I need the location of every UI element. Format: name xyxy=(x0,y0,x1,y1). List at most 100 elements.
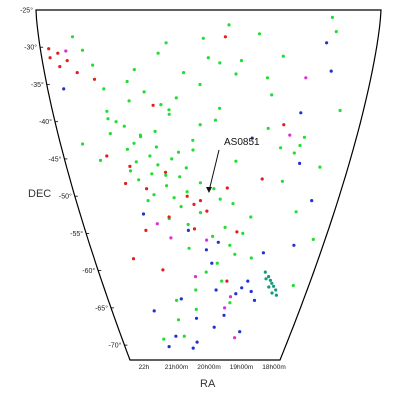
data-point-blue xyxy=(249,289,253,294)
data-point-red xyxy=(185,194,189,198)
data-point-red xyxy=(225,279,229,283)
data-point-green xyxy=(292,151,296,155)
x-axis-label: RA xyxy=(200,378,216,390)
data-point-green xyxy=(175,298,179,302)
data-point-green xyxy=(212,187,216,191)
data-point-green xyxy=(176,318,181,322)
data-point-green xyxy=(194,307,198,311)
data-point-green xyxy=(182,71,186,75)
data-point-red xyxy=(92,77,97,81)
data-point-teal xyxy=(263,270,267,274)
data-point-blue xyxy=(298,161,302,165)
data-point-green xyxy=(122,124,126,128)
data-point-blue xyxy=(250,136,254,140)
data-point-red xyxy=(163,170,168,174)
data-point-green xyxy=(334,30,338,34)
data-point-green xyxy=(213,118,218,122)
data-point-magenta xyxy=(205,238,209,242)
data-point-green xyxy=(182,334,186,338)
data-point-blue xyxy=(214,288,218,292)
data-point-green xyxy=(191,138,195,142)
ra-tick-label: 20h00m xyxy=(197,364,221,371)
data-point-blue xyxy=(62,87,66,91)
data-point-blue xyxy=(179,297,183,301)
dec-tick-label: -40° xyxy=(39,118,52,126)
data-point-green xyxy=(108,132,112,136)
data-point-red xyxy=(205,209,209,213)
data-point-green xyxy=(91,63,95,67)
data-point-green xyxy=(127,99,131,103)
dec-tick-label: -55° xyxy=(70,230,83,238)
data-point-green xyxy=(239,59,244,63)
data-point-blue xyxy=(141,212,146,216)
data-point-green xyxy=(186,222,190,227)
data-point-blue xyxy=(292,243,296,247)
data-point-magenta xyxy=(304,76,308,80)
data-point-green xyxy=(302,135,306,139)
data-point-green xyxy=(167,112,171,116)
data-point-green xyxy=(179,205,183,209)
annotation-arrow-head xyxy=(206,187,212,193)
data-point-green xyxy=(270,93,274,97)
data-point-red xyxy=(128,164,132,168)
data-point-green xyxy=(198,82,202,87)
data-point-teal xyxy=(272,284,276,288)
data-point-green xyxy=(134,160,138,164)
data-point-red xyxy=(105,154,109,158)
data-point-blue xyxy=(212,325,216,329)
data-point-green xyxy=(137,178,141,182)
data-point-green xyxy=(170,157,174,161)
data-point-green xyxy=(105,109,109,113)
data-point-green xyxy=(80,48,85,52)
data-point-green xyxy=(228,243,232,247)
data-point-red xyxy=(235,230,239,234)
dec-tick-labels: -25° -30° -35° -40° -45° -50° -55° -60° -65° -70° xyxy=(20,7,128,350)
data-point-blue xyxy=(325,41,329,45)
data-point-blue xyxy=(329,69,333,73)
data-point-blue xyxy=(195,340,199,344)
data-point-blue xyxy=(261,251,265,255)
data-point-green xyxy=(125,147,129,151)
data-point-green xyxy=(318,165,322,169)
data-point-green xyxy=(138,133,142,137)
data-point-green xyxy=(114,120,118,124)
data-point-green xyxy=(241,231,245,235)
data-point-red xyxy=(131,257,136,261)
data-point-blue xyxy=(238,330,242,334)
data-point-green xyxy=(128,169,133,173)
data-point-green xyxy=(132,141,136,145)
data-point-blue xyxy=(252,298,257,302)
annotation-arrow-line xyxy=(208,149,220,192)
data-point-red xyxy=(161,268,165,272)
data-point-green xyxy=(234,72,238,76)
dec-tick-label: -65° xyxy=(95,304,108,312)
data-point-red xyxy=(144,228,148,232)
data-point-green xyxy=(311,237,315,241)
data-point-green xyxy=(279,146,283,150)
data-point-green xyxy=(281,54,285,58)
data-point-green xyxy=(231,202,235,206)
data-point-teal xyxy=(267,285,271,289)
data-point-green xyxy=(218,197,222,201)
data-points xyxy=(47,15,342,350)
data-point-red xyxy=(47,47,51,51)
data-point-green xyxy=(153,129,157,133)
annotation-label: AS0851 xyxy=(224,137,260,148)
data-point-green xyxy=(218,106,222,110)
data-point-green xyxy=(185,190,189,194)
dec-tick-label: -30° xyxy=(24,44,37,52)
data-point-red xyxy=(260,177,264,181)
data-point-blue xyxy=(194,316,199,320)
plot-frame xyxy=(35,9,382,361)
data-point-green xyxy=(156,163,160,167)
data-point-green xyxy=(150,172,154,176)
y-axis-label: DEC xyxy=(28,188,51,200)
data-point-green xyxy=(223,225,227,229)
data-point-green xyxy=(178,175,182,179)
data-point-green xyxy=(215,261,219,265)
data-point-red xyxy=(151,103,155,107)
data-point-teal xyxy=(270,291,274,295)
data-point-green xyxy=(198,181,202,185)
data-point-red xyxy=(75,71,79,75)
